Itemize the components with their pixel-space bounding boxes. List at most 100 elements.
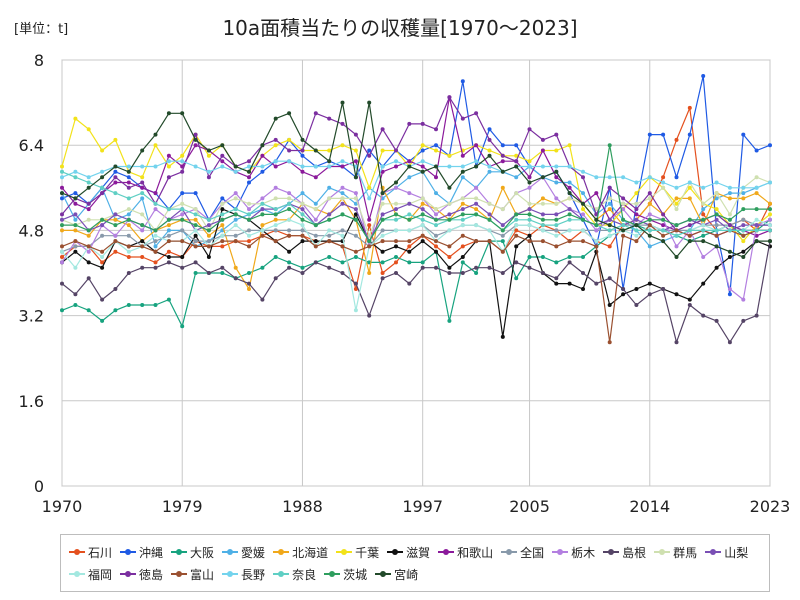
- legend-swatch: [336, 546, 353, 558]
- data-point: [634, 212, 639, 217]
- data-point: [113, 212, 118, 217]
- data-point: [581, 169, 585, 174]
- data-point: [394, 228, 398, 233]
- data-point: [113, 169, 118, 174]
- axis-layer: 0 1.6 3.2 4.8 6.4 8 1970 1979 1988 1997 2005 2014 20…: [19, 51, 791, 516]
- data-point: [180, 324, 185, 329]
- data-point: [607, 340, 612, 345]
- data-point: [233, 212, 238, 217]
- data-point: [621, 228, 626, 233]
- data-point: [567, 143, 572, 148]
- data-point: [247, 217, 251, 222]
- data-point: [460, 260, 465, 265]
- data-point: [166, 153, 171, 158]
- data-point: [100, 249, 105, 254]
- data-point: [220, 212, 225, 217]
- data-point: [420, 148, 425, 153]
- data-point: [634, 303, 639, 307]
- data-point: [514, 153, 519, 158]
- data-point: [634, 191, 639, 196]
- data-point: [140, 185, 145, 190]
- data-point: [727, 287, 732, 291]
- data-point: [407, 121, 412, 126]
- legend-item: 奈良: [273, 563, 316, 585]
- data-point: [500, 249, 505, 254]
- data-point: [340, 271, 345, 275]
- data-point: [340, 164, 345, 169]
- data-point: [73, 223, 78, 228]
- data-point: [193, 233, 198, 238]
- series-茨城: [60, 143, 772, 244]
- data-point: [701, 313, 706, 318]
- legend-label: 和歌山: [457, 545, 494, 560]
- data-point: [754, 217, 759, 222]
- data-point: [193, 164, 198, 169]
- data-point: [300, 191, 305, 196]
- legend-label: 千葉: [355, 545, 380, 560]
- data-point: [607, 201, 612, 206]
- data-point: [206, 244, 211, 249]
- data-point: [714, 180, 719, 185]
- data-point: [73, 201, 78, 206]
- data-point: [180, 239, 185, 244]
- data-point: [754, 148, 759, 153]
- data-point: [367, 185, 372, 190]
- data-point: [567, 180, 572, 185]
- data-point: [741, 223, 746, 228]
- data-point: [687, 303, 692, 307]
- data-point: [260, 212, 265, 217]
- data-point: [500, 228, 505, 233]
- data-point: [500, 239, 505, 244]
- data-point: [701, 228, 706, 233]
- data-point: [300, 164, 305, 169]
- legend-item: 群馬: [654, 541, 697, 563]
- legend-item: 大阪: [171, 541, 214, 563]
- data-point: [86, 260, 91, 265]
- data-point: [621, 292, 626, 297]
- data-point: [206, 169, 211, 174]
- legend-item: 茨城: [324, 563, 367, 585]
- data-point: [674, 244, 679, 249]
- data-point: [340, 201, 345, 206]
- data-point: [380, 271, 385, 275]
- data-point: [287, 148, 292, 153]
- data-point: [727, 191, 732, 196]
- data-point: [86, 233, 91, 238]
- data-point: [180, 201, 185, 206]
- data-point: [514, 191, 519, 196]
- data-point: [434, 143, 438, 148]
- data-point: [527, 255, 532, 259]
- data-point: [300, 228, 305, 233]
- data-point: [447, 201, 452, 206]
- data-point: [554, 228, 559, 233]
- data-point: [768, 207, 772, 212]
- data-point: [73, 175, 78, 180]
- y-tick-label: 3.2: [19, 307, 44, 326]
- data-point: [73, 116, 78, 121]
- data-point: [166, 159, 171, 164]
- data-point: [73, 239, 78, 244]
- legend-label: 大阪: [190, 545, 215, 560]
- data-point: [754, 207, 759, 212]
- data-point: [674, 185, 679, 190]
- data-point: [621, 196, 626, 201]
- data-point: [768, 143, 772, 148]
- data-point: [567, 191, 572, 196]
- data-point: [594, 191, 599, 196]
- data-point: [180, 212, 185, 217]
- data-point: [674, 201, 679, 206]
- legend-item: 山梨: [705, 541, 748, 563]
- data-point: [260, 196, 265, 201]
- data-point: [353, 164, 358, 169]
- data-point: [607, 276, 612, 281]
- data-point: [247, 169, 251, 174]
- data-point: [193, 217, 198, 222]
- data-point: [500, 223, 505, 228]
- data-point: [340, 100, 345, 105]
- data-point: [407, 281, 412, 286]
- data-point: [527, 212, 532, 217]
- data-point: [434, 233, 438, 238]
- legend-swatch: [69, 546, 85, 558]
- legend-item: 北海道: [273, 541, 328, 563]
- data-point: [273, 143, 278, 148]
